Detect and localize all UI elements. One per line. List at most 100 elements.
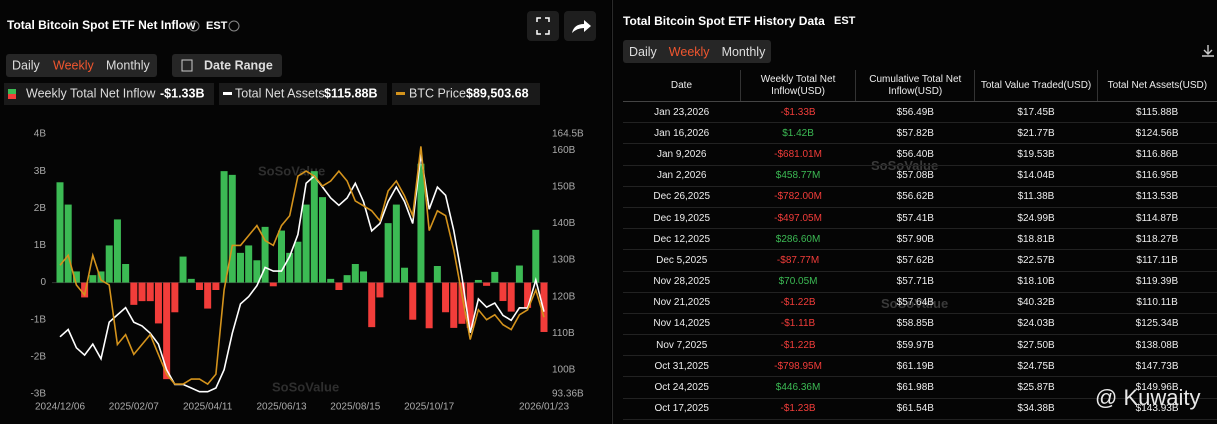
watermark: SoSoValue <box>272 379 339 394</box>
table-cell: $118.27B <box>1097 228 1217 251</box>
table-cell: Jan 2,2026 <box>623 165 741 187</box>
bar <box>163 282 171 380</box>
table-cell: Dec 26,2025 <box>623 186 741 208</box>
chart-title: Total Bitcoin Spot ETF Net Inflow <box>7 18 196 32</box>
date-range[interactable]: Date Range <box>204 58 273 72</box>
bar <box>286 252 294 283</box>
table-cell: $286.60M <box>740 228 856 251</box>
legend-swatch <box>8 89 16 94</box>
table-row: Jan 16,2026 $1.42B $57.82B $21.77B $124.56B <box>623 122 1217 145</box>
tab-bar: Daily Weekly Monthly <box>623 40 772 63</box>
table-cell: $149.96B <box>1097 376 1217 399</box>
tab[interactable]: Daily <box>629 44 657 59</box>
calendar-icon <box>181 59 193 72</box>
table-cell: $57.62B <box>855 249 975 272</box>
bar <box>154 282 162 324</box>
table-cell: Oct 17,2025 <box>623 398 741 420</box>
share-icon <box>572 20 591 33</box>
table-cell: $61.54B <box>855 398 975 420</box>
table-row: Dec 12,2025 $286.60M $57.90B $18.81B $118.27… <box>623 228 1217 251</box>
table-row: Oct 31,2025 -$798.95M $61.19B $24.75B $147.7… <box>623 355 1217 378</box>
table-cell: $18.10B <box>974 271 1098 293</box>
table-cell: $24.99B <box>974 207 1098 230</box>
table-cell: $56.62B <box>855 186 975 208</box>
bar <box>253 260 261 283</box>
table-cell: $21.77B <box>974 122 1098 145</box>
table-cell: $14.04B <box>974 165 1098 187</box>
axis-tick-label: 160B <box>552 145 576 156</box>
table-cell: $56.49B <box>855 101 975 124</box>
column-header: Date <box>623 70 741 102</box>
legend-value: -$1.33B <box>160 86 204 100</box>
bar <box>458 282 466 324</box>
column-header: Total Value Traded(USD) <box>974 70 1098 102</box>
table-cell: $22.57B <box>974 249 1098 272</box>
table-cell: $115.88B <box>1097 101 1217 124</box>
column-header: Cumulative Total Net Inflow(USD) <box>855 70 975 102</box>
axis-tick-label: 1B <box>34 240 47 251</box>
line <box>59 146 545 386</box>
bar <box>327 278 335 283</box>
info-icon <box>188 20 200 32</box>
table-cell: $56.40B <box>855 143 975 166</box>
table-cell: -$1.23B <box>740 398 856 420</box>
table-cell: $24.03B <box>974 313 1098 336</box>
table-cell: $57.41B <box>855 207 975 230</box>
bar <box>146 282 154 302</box>
axis-tick-label: 93.36B <box>552 389 584 400</box>
tab[interactable]: Weekly <box>668 44 710 59</box>
bar <box>212 282 220 290</box>
bar <box>187 278 195 283</box>
axis-tick-label: 164.5B <box>552 129 584 140</box>
table-cell: $19.53B <box>974 143 1098 166</box>
bar <box>195 282 203 290</box>
table-cell: -$1.22B <box>740 292 856 314</box>
table-row: Nov 21,2025 -$1.22B $57.64B $40.32B $110.11B <box>623 292 1217 314</box>
bar <box>138 282 146 302</box>
bar <box>261 226 269 283</box>
table-cell: $446.36M <box>740 376 856 399</box>
table-cell: $34.38B <box>974 398 1098 420</box>
bar <box>425 282 433 329</box>
table-cell: Oct 31,2025 <box>623 355 741 378</box>
legend-swatch <box>396 92 405 95</box>
table-row: Oct 17,2025 -$1.23B $61.54B $34.38B $143.93B <box>623 398 1217 420</box>
timezone: EST <box>834 15 856 27</box>
bar <box>64 204 72 283</box>
table-row: Oct 24,2025 $446.36M $61.98B $25.87B $149.96… <box>623 376 1217 399</box>
overlay-watermark: @ Kuwaity <box>1095 385 1201 410</box>
table-cell: $116.86B <box>1097 143 1217 166</box>
bar <box>351 264 359 283</box>
bar <box>417 163 425 283</box>
bar <box>97 271 105 283</box>
date-range-button[interactable] <box>172 54 282 77</box>
tab[interactable]: Monthly <box>106 58 151 72</box>
bar <box>433 266 441 283</box>
bar <box>220 171 228 283</box>
axis-tick-label: 0 <box>40 277 46 288</box>
x-tick-label: 2025/08/15 <box>330 402 380 413</box>
x-tick-label: 2025/06/13 <box>256 402 306 413</box>
tab[interactable]: Weekly <box>53 58 95 72</box>
bar <box>228 174 236 283</box>
table-cell: $57.08B <box>855 165 975 187</box>
table-cell: $116.95B <box>1097 165 1217 187</box>
bar <box>524 282 532 308</box>
fullscreen-button[interactable] <box>527 11 559 41</box>
bar <box>204 282 212 309</box>
table-cell: Nov 21,2025 <box>623 292 741 314</box>
tab[interactable]: Monthly <box>721 44 766 59</box>
bar <box>72 271 80 283</box>
table-row: Jan 2,2026 $458.77M $57.08B $14.04B $116.95B <box>623 165 1217 187</box>
fullscreen-icon <box>536 17 550 35</box>
table-cell: $138.08B <box>1097 334 1217 357</box>
table-row: Nov 7,2025 -$1.22B $59.97B $27.50B $138.08B <box>623 334 1217 357</box>
table-row: Dec 5,2025 -$87.77M $57.62B $22.57B $117.11B <box>623 249 1217 272</box>
legend-bg <box>219 83 387 105</box>
table-cell: $117.11B <box>1097 249 1217 272</box>
tab[interactable]: Daily <box>12 58 41 72</box>
table-cell: $458.77M <box>740 165 856 187</box>
axis-tick-label: 150B <box>552 182 576 193</box>
download-icon[interactable] <box>1201 44 1215 58</box>
